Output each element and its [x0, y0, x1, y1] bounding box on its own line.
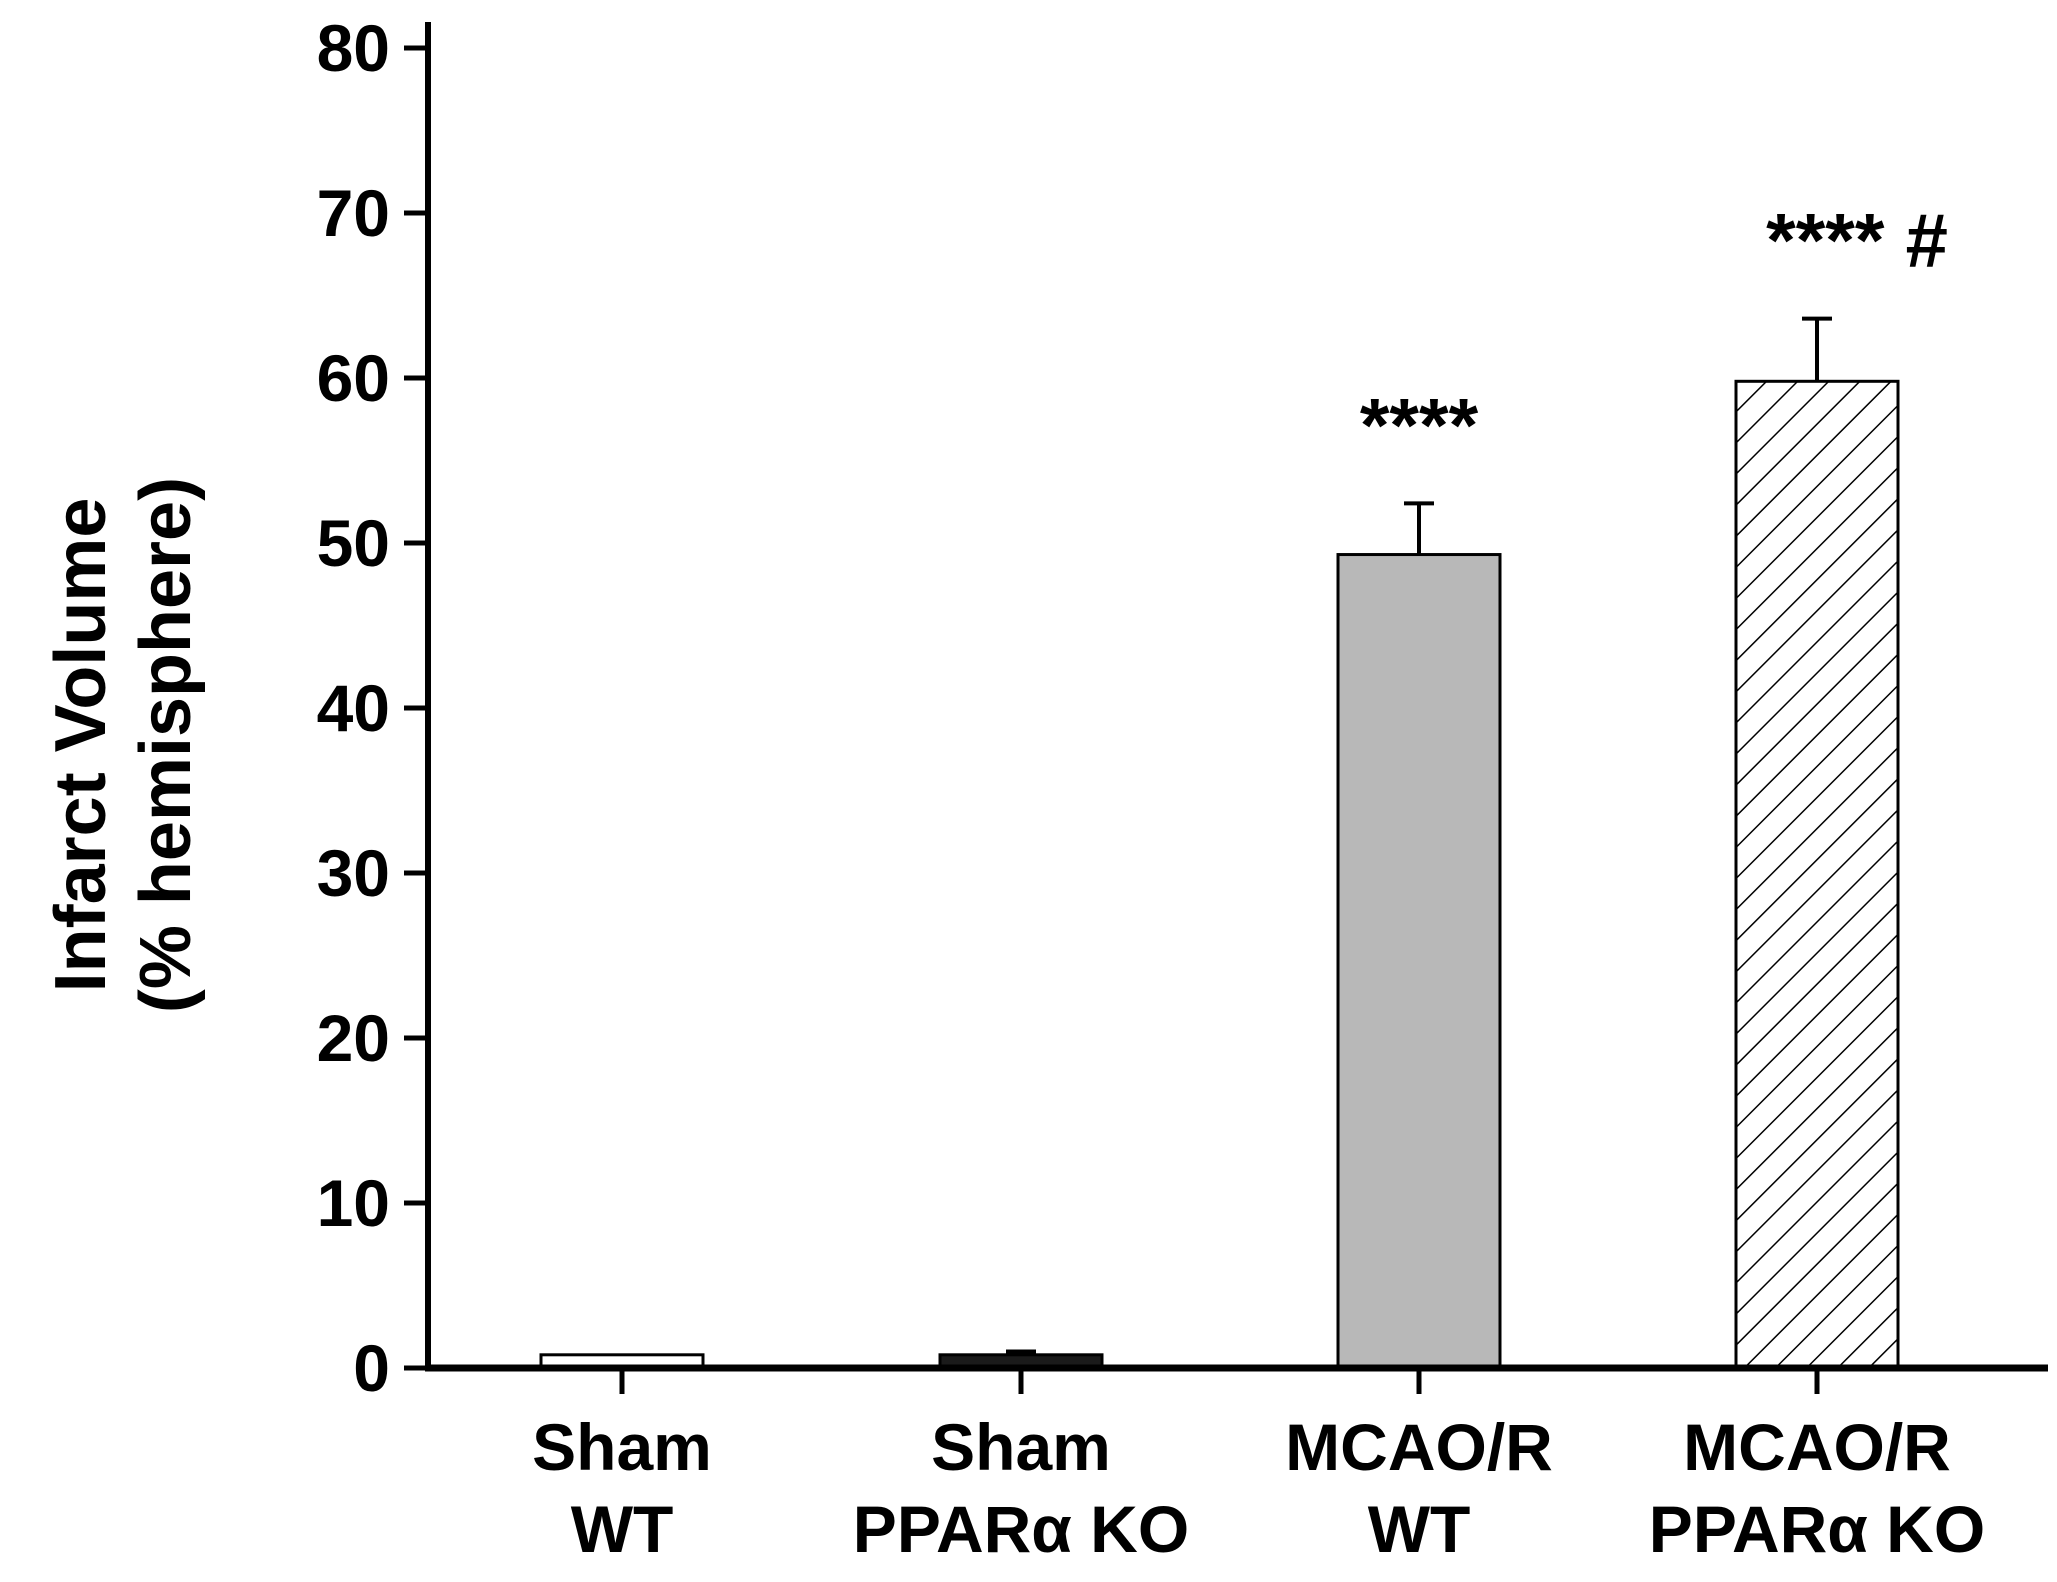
x-category-label: WT	[1368, 1492, 1471, 1566]
x-axis-ticks: Sham WT Sham PPARα KO MCAO/R WT MCAO/R PPARα KO	[532, 1368, 1985, 1566]
x-category-label: PPARα KO	[1649, 1492, 1985, 1566]
x-category-label: PPARα KO	[853, 1492, 1189, 1566]
y-tick-label: 50	[317, 506, 390, 580]
y-axis-title: Infarct Volume (% hemisphere)	[41, 477, 206, 1013]
y-axis-ticks: 0 10 20 30 40 50 60 70 80	[317, 11, 428, 1405]
x-category-label: Sham	[931, 1410, 1111, 1484]
y-tick-label: 70	[317, 176, 390, 250]
x-category-label: WT	[571, 1492, 674, 1566]
y-tick-label: 10	[317, 1166, 390, 1240]
x-category-label: MCAO/R	[1683, 1410, 1951, 1484]
significance-label: **** #	[1766, 199, 1948, 284]
significance-annotations: **** **** #	[1360, 199, 1948, 469]
y-tick-label: 40	[317, 671, 390, 745]
y-axis-title-line1: Infarct Volume	[41, 498, 121, 993]
y-tick-label: 30	[317, 836, 390, 910]
bars	[539, 316, 1900, 1370]
bar	[1734, 379, 1900, 1370]
bar	[1336, 553, 1502, 1370]
y-axis-title-line2: (% hemisphere)	[126, 477, 206, 1013]
y-tick-label: 0	[353, 1331, 390, 1405]
x-category-label: MCAO/R	[1285, 1410, 1553, 1484]
y-tick-label: 80	[317, 11, 390, 85]
y-tick-label: 60	[317, 341, 390, 415]
x-category-label: Sham	[532, 1410, 712, 1484]
significance-label: ****	[1360, 383, 1479, 468]
y-tick-label: 20	[317, 1001, 390, 1075]
